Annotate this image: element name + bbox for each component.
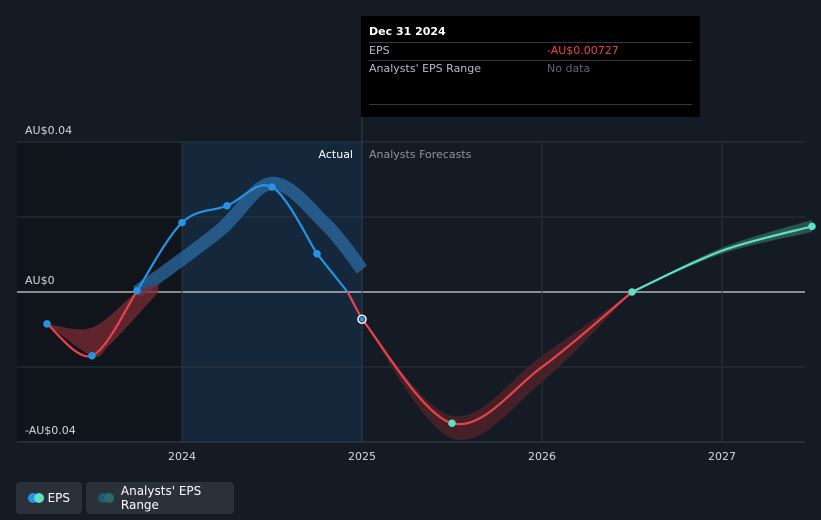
tooltip-row-eps: EPS -AU$0.00727 [369, 42, 692, 60]
eps-point [178, 218, 186, 227]
eps-range-legend-icon [98, 493, 114, 503]
eps-trend-band [133, 176, 368, 298]
x-tick-label: 2026 [528, 450, 556, 463]
forecast-line-negative [361, 291, 633, 426]
legend-eps-label: EPS [47, 491, 70, 505]
forecast-range-band-negative [362, 292, 632, 440]
forecast-line-positive [631, 225, 813, 293]
y-tick-label: -AU$0.04 [25, 424, 76, 437]
x-tick-label: 2027 [708, 450, 736, 463]
y-tick-label: AU$0.04 [25, 124, 72, 137]
eps-point [313, 249, 321, 258]
actual-label: Actual [319, 148, 353, 161]
eps-point [133, 287, 141, 295]
tooltip-divider [369, 104, 692, 105]
eps-legend-icon [28, 493, 44, 503]
tooltip-row-range: Analysts' EPS Range No data [369, 60, 692, 78]
legend-eps-range-label: Analysts' EPS Range [120, 484, 202, 512]
y-tick-label: AU$0 [25, 274, 55, 287]
x-tick-label: 2024 [168, 450, 196, 463]
tooltip-range-label: Analysts' EPS Range [369, 62, 482, 75]
eps-point [43, 320, 51, 328]
legend-eps-range[interactable]: Analysts' EPS Range [86, 482, 234, 514]
x-tick-label: 2025 [348, 450, 376, 463]
tooltip-eps-value: -AU$0.00727 [547, 44, 619, 57]
tooltip-range-value: No data [547, 62, 591, 75]
eps-point [88, 351, 96, 360]
forecast-point [808, 222, 816, 231]
tooltip-eps-label: EPS [369, 44, 390, 57]
tooltip: Dec 31 2024 EPS -AU$0.00727 Analysts' EP… [361, 16, 700, 117]
eps-point [223, 201, 231, 210]
forecast-label: Analysts Forecasts [369, 148, 472, 161]
legend-eps[interactable]: EPS [16, 482, 82, 514]
eps-point-latest-core [359, 316, 365, 322]
eps-point [268, 183, 276, 191]
forecast-point [628, 288, 636, 296]
tooltip-date: Dec 31 2024 [369, 25, 446, 38]
forecast-point [448, 419, 456, 428]
eps-line-negative-late [346, 291, 363, 320]
